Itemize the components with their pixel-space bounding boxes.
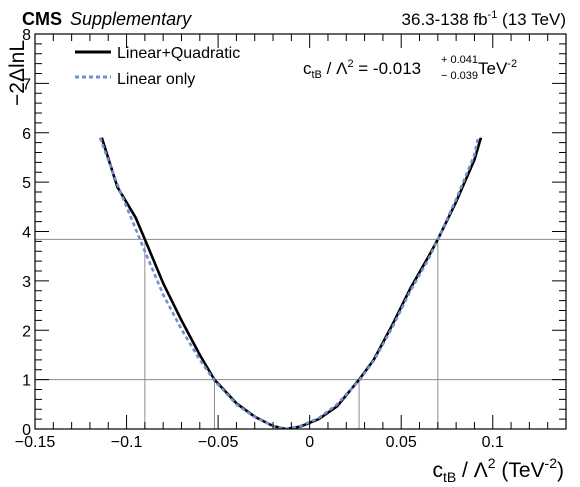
series-line-linear-only xyxy=(98,137,480,429)
y-tick-label: 2 xyxy=(22,323,31,340)
y-tick-label: 8 xyxy=(22,27,31,44)
y-tick-label: 4 xyxy=(22,225,31,242)
svg-text:TeV-2: TeV-2 xyxy=(478,58,517,78)
lumi-superscript: -1 xyxy=(488,9,498,21)
result-value: = -0.013 xyxy=(354,59,422,78)
x-tick-label: 0.05 xyxy=(386,434,417,451)
result-error-up: + 0.041 xyxy=(441,54,478,66)
reference-lines xyxy=(35,238,566,429)
x-title-sub: tB xyxy=(443,469,456,485)
plot-frame xyxy=(34,33,567,430)
x-title-unit-sup: -2 xyxy=(545,455,558,471)
x-tick-label: −0.05 xyxy=(198,434,239,451)
result-unit: TeV xyxy=(478,59,508,78)
y-tick-label: 3 xyxy=(22,274,31,291)
result-param: c xyxy=(303,59,312,78)
y-tick-label: 6 xyxy=(22,126,31,143)
y-tick-label: 0 xyxy=(22,422,31,439)
result-param-mid: / Λ xyxy=(322,59,348,78)
result-unit-sup: -2 xyxy=(507,58,517,70)
y-tick-label: 5 xyxy=(22,175,31,192)
result-annotation: ctB / Λ2 = -0.013 + 0.041 − 0.039 TeV-2 xyxy=(303,54,517,82)
curves xyxy=(98,137,483,429)
x-title-unit-close: ) xyxy=(557,459,564,482)
x-tick-label: 0 xyxy=(305,434,314,451)
legend-label-linear-only: Linear only xyxy=(117,71,195,88)
x-title-mid: / Λ xyxy=(456,459,488,482)
svg-text:ctB / Λ2 = -0.013: ctB / Λ2 = -0.013 xyxy=(303,58,421,81)
x-title-main: c xyxy=(432,459,443,482)
axes: −0.15 −0.1 −0.05 0 0.05 0.1 0 1 2 3 4 5 6 7 8 xyxy=(15,27,567,451)
x-tick-label: −0.15 xyxy=(15,434,56,451)
result-param-sup: 2 xyxy=(347,58,353,70)
y-axis-title: −2ΔlnL xyxy=(6,40,29,106)
lumi-suffix: (13 TeV) xyxy=(497,10,566,29)
x-title-sup: 2 xyxy=(488,455,496,471)
legend: Linear+Quadratic Linear only xyxy=(75,45,240,88)
cms-label: CMS xyxy=(22,9,62,29)
lumi-prefix: 36.3-138 fb xyxy=(402,10,488,29)
supplementary-label: Supplementary xyxy=(70,9,192,29)
x-title-unit-open: (TeV xyxy=(496,459,545,482)
result-error-down: − 0.039 xyxy=(441,70,478,82)
x-axis-title: ctB / Λ2 (TeV-2) xyxy=(432,455,564,485)
result-param-sub: tB xyxy=(312,69,322,81)
legend-label-linear-quadratic: Linear+Quadratic xyxy=(117,45,240,62)
y-tick-label: 7 xyxy=(22,76,31,93)
luminosity-label: 36.3-138 fb-1 (13 TeV) xyxy=(402,9,566,29)
x-tick-label: −0.1 xyxy=(111,434,143,451)
x-tick-label: 0.1 xyxy=(482,434,504,451)
y-tick-label: 1 xyxy=(22,373,31,390)
